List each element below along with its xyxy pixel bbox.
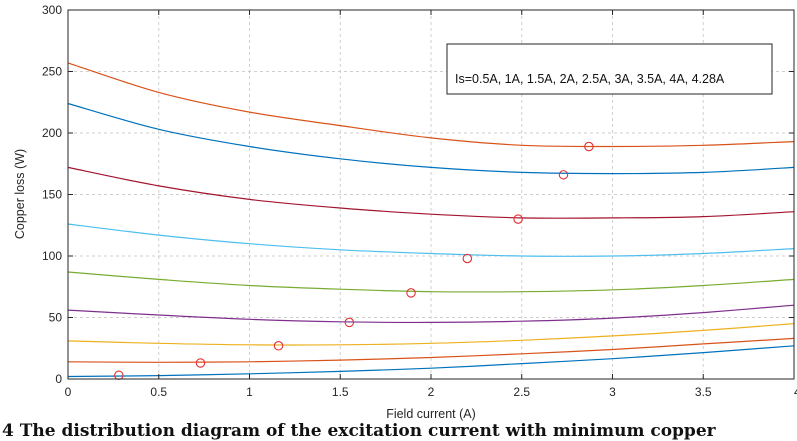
min-loss-marker bbox=[195, 358, 206, 368]
min-loss-markers bbox=[114, 141, 594, 381]
series-line-6 bbox=[67, 223, 795, 257]
series-line-4 bbox=[67, 304, 795, 324]
series-line-2 bbox=[67, 337, 795, 363]
figure-caption: 4 The distribution diagram of the excita… bbox=[2, 421, 717, 441]
series-line-5 bbox=[67, 271, 795, 293]
x-tick-label: 2 bbox=[428, 385, 435, 399]
y-tick-labels: 0 50 100 150 200 250 300 bbox=[42, 3, 62, 386]
y-tick-label: 300 bbox=[42, 3, 62, 17]
x-tick-label: 3 bbox=[609, 385, 616, 399]
min-loss-marker bbox=[558, 170, 569, 180]
x-tick-label: 2.5 bbox=[513, 385, 530, 399]
y-tick-label: 100 bbox=[42, 249, 62, 263]
legend: Is=0.5A, 1A, 1.5A, 2A, 2.5A, 3A, 3.5A, 4… bbox=[446, 43, 773, 95]
ticks bbox=[67, 9, 795, 380]
series-line-7 bbox=[67, 166, 795, 219]
y-tick-label: 0 bbox=[55, 372, 62, 386]
min-loss-marker bbox=[406, 288, 416, 298]
min-loss-marker bbox=[344, 317, 355, 328]
legend-box bbox=[446, 43, 773, 95]
x-tick-label: 0 bbox=[65, 385, 72, 399]
min-loss-marker bbox=[114, 370, 124, 381]
min-loss-marker bbox=[513, 214, 523, 224]
series-line-3 bbox=[67, 323, 795, 346]
x-tick-labels: 0 0.5 1 1.5 2 2.5 3 3.5 4 bbox=[65, 385, 797, 399]
x-tick-label: 4 bbox=[794, 385, 797, 399]
y-tick-label: 150 bbox=[42, 188, 62, 202]
x-tick-label: 1.5 bbox=[332, 385, 349, 399]
legend-text: Is=0.5A, 1A, 1.5A, 2A, 2.5A, 3A, 3.5A, 4… bbox=[455, 72, 725, 86]
x-tick-label: 1 bbox=[246, 385, 253, 399]
y-tick-label: 50 bbox=[49, 311, 63, 325]
min-loss-marker bbox=[584, 141, 594, 152]
y-tick-label: 250 bbox=[42, 65, 62, 79]
y-tick-label: 200 bbox=[42, 126, 62, 140]
min-loss-marker bbox=[273, 341, 284, 351]
series-line-8 bbox=[67, 102, 795, 175]
x-tick-label: 3.5 bbox=[695, 385, 712, 399]
series-line-9 bbox=[67, 62, 795, 148]
x-axis-label: Field current (A) bbox=[386, 407, 476, 421]
series-lines bbox=[67, 62, 795, 378]
y-axis-label: Copper loss (W) bbox=[13, 149, 27, 239]
series-line-1 bbox=[67, 345, 795, 378]
min-loss-marker bbox=[462, 253, 473, 264]
x-tick-label: 0.5 bbox=[150, 385, 167, 399]
